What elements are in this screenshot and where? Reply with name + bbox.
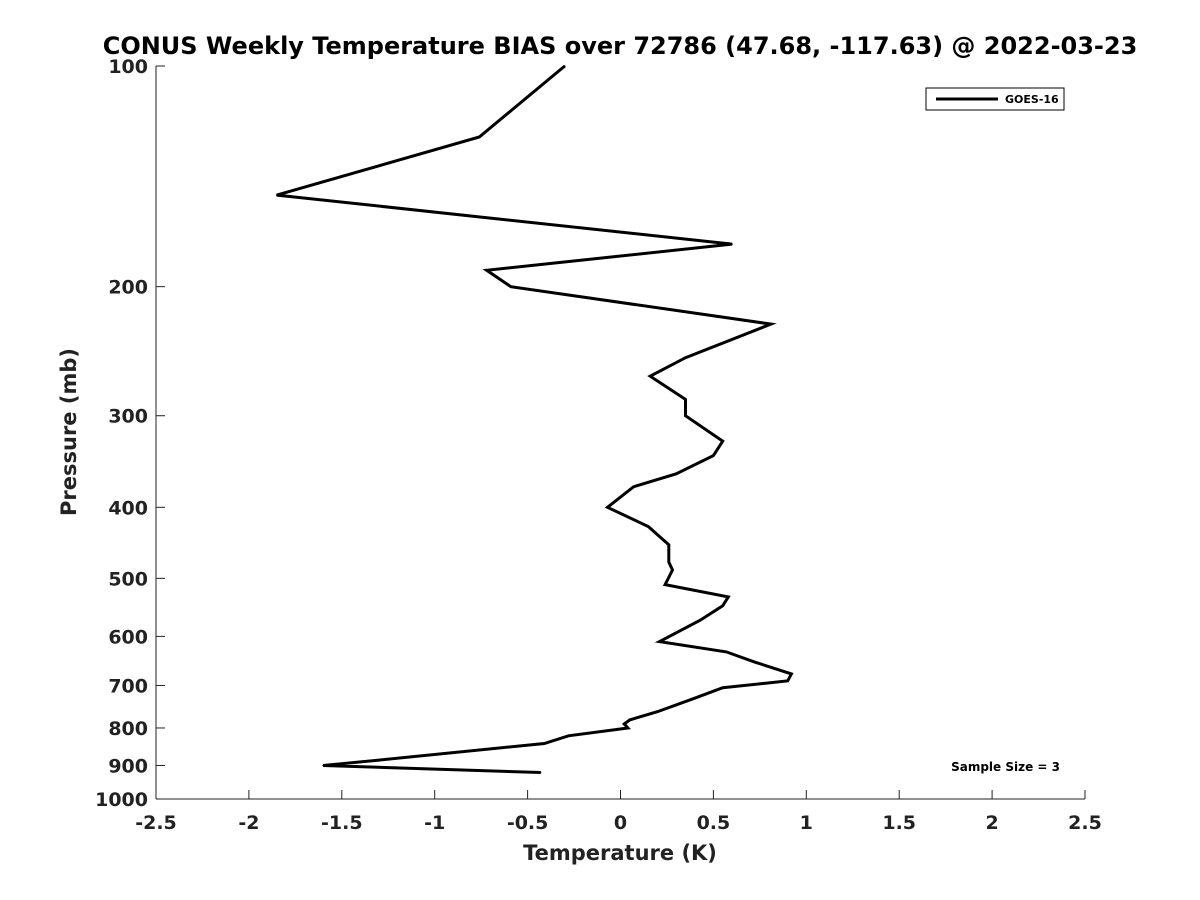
data-point xyxy=(627,727,629,729)
x-tick-label: 2.5 xyxy=(1068,812,1102,834)
data-point xyxy=(790,673,793,675)
y-tick-label: 300 xyxy=(108,406,148,428)
data-point xyxy=(721,604,724,607)
y-tick-label: 800 xyxy=(108,718,148,740)
data-point xyxy=(567,735,570,737)
x-tick-label: 0 xyxy=(614,812,627,834)
data-point xyxy=(684,414,687,417)
y-tick-label: 200 xyxy=(108,277,148,299)
data-point xyxy=(684,398,687,401)
data-point xyxy=(623,723,626,725)
data-point xyxy=(699,619,702,621)
data-point xyxy=(675,472,678,475)
x-tick-label: -0.5 xyxy=(507,812,549,834)
series-line-goes-16 xyxy=(276,64,794,774)
x-axis-label: Temperature (K) xyxy=(523,841,717,865)
y-tick-label: 1000 xyxy=(95,789,148,811)
data-point xyxy=(721,686,724,689)
x-tick-label: 1.5 xyxy=(882,812,916,834)
data-point xyxy=(322,764,325,767)
data-point xyxy=(668,561,670,563)
data-point xyxy=(725,651,728,653)
data-point xyxy=(664,583,666,586)
data-point xyxy=(478,136,481,138)
data-point xyxy=(632,485,635,488)
legend-label-goes-16: GOES-16 xyxy=(1005,93,1059,106)
y-tick-label: 100 xyxy=(108,56,148,78)
x-tick-label: 2 xyxy=(985,812,998,834)
data-point xyxy=(485,269,488,272)
data-point xyxy=(712,454,715,457)
data-point xyxy=(649,375,652,378)
plot-area-frame xyxy=(156,66,1085,799)
x-tick-label: -1.5 xyxy=(321,812,363,834)
y-tick-label: 900 xyxy=(108,755,148,777)
data-point xyxy=(692,698,694,700)
data-point xyxy=(606,506,609,509)
data-point xyxy=(543,742,546,745)
data-point xyxy=(684,356,687,359)
x-axis-ticks: -2.5 -2 -1.5 -1 -0.5 0 0.5 1 1.5 2 2.5 xyxy=(135,790,1102,834)
data-point xyxy=(510,285,512,288)
data-point xyxy=(563,65,566,67)
data-point xyxy=(647,525,650,528)
y-tick-label: 500 xyxy=(108,568,148,590)
data-point xyxy=(378,759,380,761)
data-point xyxy=(668,544,670,546)
data-point xyxy=(727,596,730,598)
x-tick-label: -1 xyxy=(424,812,445,834)
x-tick-label: -2 xyxy=(238,812,259,834)
x-tick-label: -2.5 xyxy=(135,812,177,834)
sample-size-annotation: Sample Size = 3 xyxy=(951,760,1060,774)
data-point xyxy=(628,719,631,721)
x-tick-label: 0.5 xyxy=(697,812,731,834)
legend: GOES-16 xyxy=(925,87,1065,111)
y-axis-ticks: 100 200 300 400 500 600 700 800 900 1000 xyxy=(95,56,165,811)
data-point xyxy=(721,440,724,443)
data-point xyxy=(539,771,542,774)
data-point xyxy=(656,710,659,713)
data-point xyxy=(753,661,756,663)
data-point xyxy=(275,194,278,196)
data-point xyxy=(731,243,733,245)
data-point xyxy=(786,680,789,682)
chart-title: CONUS Weekly Temperature BIAS over 72786… xyxy=(103,32,1138,60)
y-tick-label: 600 xyxy=(108,626,148,648)
data-point xyxy=(671,569,674,571)
x-tick-label: 1 xyxy=(800,812,813,834)
y-tick-label: 700 xyxy=(108,675,148,697)
data-point xyxy=(658,640,661,643)
y-axis-label: Pressure (mb) xyxy=(57,348,81,516)
series-group xyxy=(275,64,794,774)
data-point xyxy=(770,323,772,325)
y-tick-label: 400 xyxy=(108,497,148,519)
